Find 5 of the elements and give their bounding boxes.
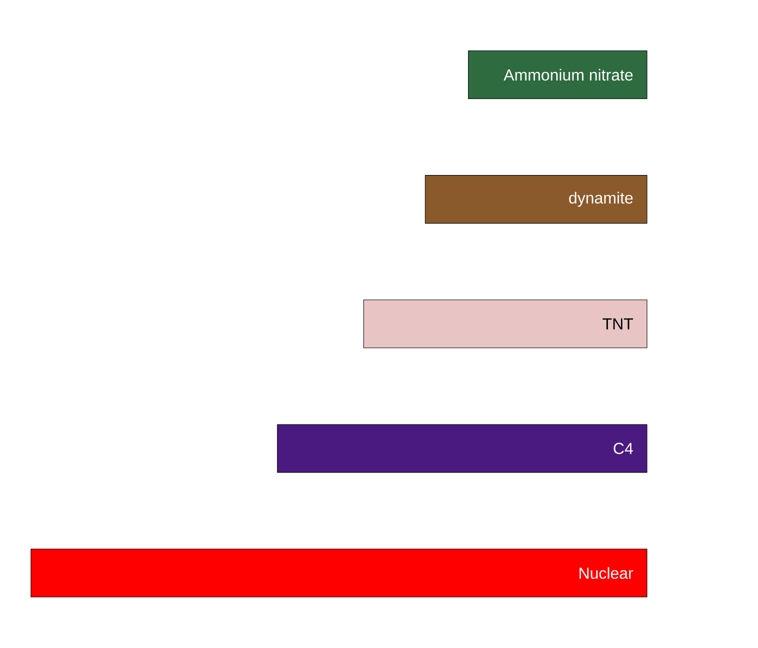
y-tick-label: C4 [614, 442, 633, 454]
y-tick-label: Ammonium nitrate [504, 68, 633, 81]
y-tick-label: dynamite [569, 192, 633, 207]
y-tick-label: Nuclear [580, 567, 634, 580]
y-tick-label: TNT [602, 318, 634, 330]
